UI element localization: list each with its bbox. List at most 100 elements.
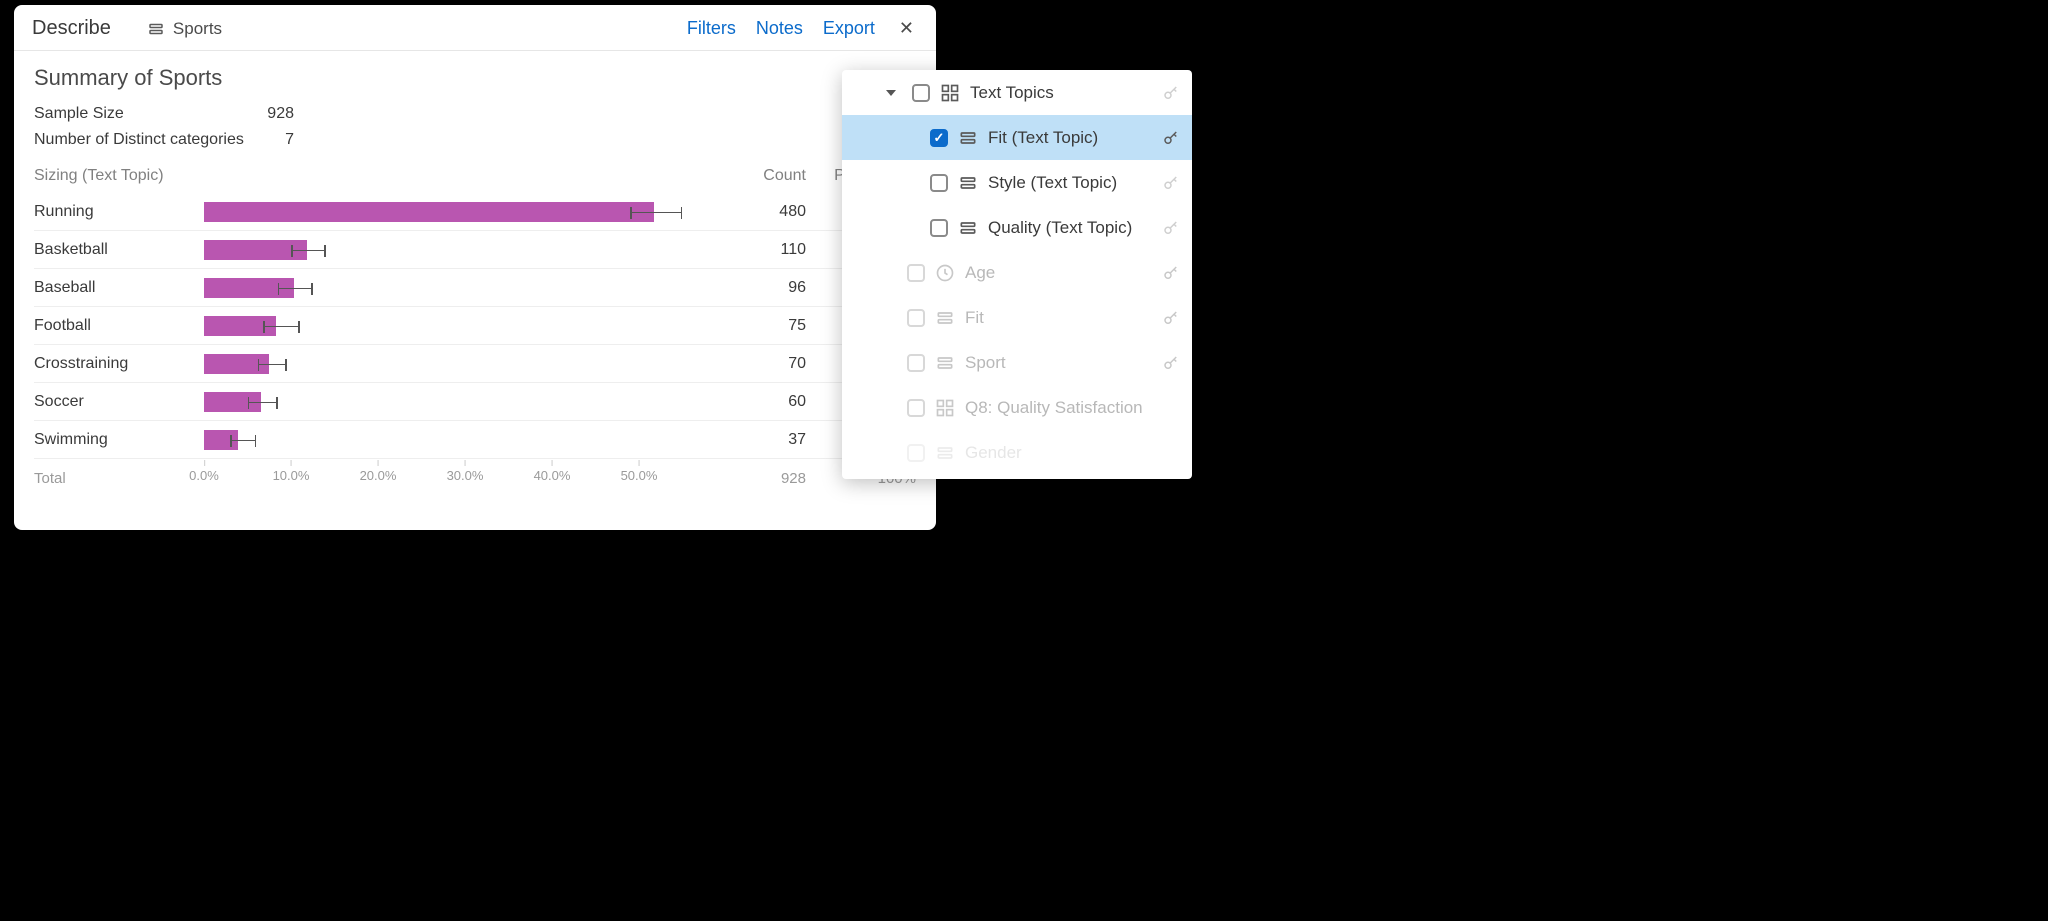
error-bar [263,326,300,328]
topic-label: Age [965,263,995,283]
column-header-label: Sizing (Text Topic) [34,167,204,185]
stat-label: Sample Size [34,105,244,123]
close-icon[interactable]: ✕ [895,18,918,39]
topic-label: Fit [965,308,984,328]
topic-item[interactable]: Sport [842,340,1192,385]
bar-cell [204,202,726,222]
bar-cell [204,392,726,412]
bar [204,202,654,222]
error-bar [278,288,313,290]
key-icon [1162,219,1180,237]
checkbox[interactable] [912,84,930,102]
checkbox[interactable] [907,444,925,462]
checkbox[interactable] [930,129,948,147]
checkbox[interactable] [907,354,925,372]
topics-panel: Text Topics Fit (Text Topic) Style (Text… [842,70,1192,479]
topic-label: Fit (Text Topic) [988,128,1098,148]
describe-panel: Describe Sports Filters Notes Export ✕ S… [14,5,936,530]
chart-row[interactable]: Swimming 37 3.9% [34,421,916,459]
row-count: 480 [726,203,806,221]
checkbox[interactable] [907,309,925,327]
checkbox[interactable] [930,174,948,192]
breadcrumb[interactable]: Sports [147,19,222,39]
chart-row[interactable]: Football 75 8.3% [34,307,916,345]
row-count: 37 [726,431,806,449]
row-label: Basketball [34,241,204,259]
topic-item[interactable]: Text Topics [842,70,1192,115]
row-label: Running [34,203,204,221]
caret-icon [886,90,896,96]
topic-item[interactable]: Q8: Quality Satisfaction [842,385,1192,430]
key-icon [1162,354,1180,372]
stat-value: 7 [244,131,294,149]
key-icon [1162,264,1180,282]
topic-label: Sport [965,353,1006,373]
key-icon [1162,84,1180,102]
stack-icon [935,308,955,328]
row-count: 70 [726,355,806,373]
checkbox[interactable] [907,399,925,417]
row-count: 96 [726,279,806,297]
chart-header: Sizing (Text Topic) Count Percentage [34,167,916,193]
axis-tick: 20.0% [360,468,397,483]
bar-cell [204,316,726,336]
stack-icon [958,173,978,193]
key-icon [1162,174,1180,192]
breadcrumb-label: Sports [173,19,222,39]
chart-row[interactable]: Running 480 51.7% [34,193,916,231]
axis-tick: 40.0% [534,468,571,483]
topic-item[interactable]: Quality (Text Topic) [842,205,1192,250]
topic-label: Style (Text Topic) [988,173,1117,193]
topic-item[interactable]: Gender [842,430,1192,475]
row-label: Swimming [34,431,204,449]
toolbar: Describe Sports Filters Notes Export ✕ [14,5,936,51]
stat-sample-size: Sample Size 928 [34,105,916,123]
bar-cell [204,240,726,260]
stack-icon [958,218,978,238]
chart-total-row: Total 0.0%10.0%20.0%30.0%40.0%50.0% 928 … [34,459,916,497]
topic-item[interactable]: Fit [842,295,1192,340]
chart-row[interactable]: Baseball 96 10.3% [34,269,916,307]
bar-cell [204,430,726,450]
stack-icon [935,443,955,463]
chart-row[interactable]: Basketball 110 11.8% [34,231,916,269]
topic-item[interactable]: Fit (Text Topic) [842,115,1192,160]
checkbox[interactable] [930,219,948,237]
row-label: Football [34,317,204,335]
stat-label: Number of Distinct categories [34,131,244,149]
topic-label: Q8: Quality Satisfaction [965,398,1143,418]
stack-icon [147,20,165,38]
total-count: 928 [726,470,806,487]
axis-tick: 0.0% [189,468,219,483]
row-count: 60 [726,393,806,411]
clock-icon [935,263,955,283]
filters-link[interactable]: Filters [687,18,736,39]
topic-label: Gender [965,443,1022,463]
error-bar [230,440,256,442]
stat-distinct-categories: Number of Distinct categories 7 [34,131,916,149]
row-count: 75 [726,317,806,335]
notes-link[interactable]: Notes [756,18,803,39]
topic-item[interactable]: Age [842,250,1192,295]
topic-item[interactable]: Style (Text Topic) [842,160,1192,205]
bar-chart: Sizing (Text Topic) Count Percentage Run… [14,167,936,497]
column-header-count: Count [726,167,806,185]
row-label: Soccer [34,393,204,411]
chart-row[interactable]: Soccer 60 6.5% [34,383,916,421]
grid-icon [940,83,960,103]
checkbox[interactable] [907,264,925,282]
axis-tick: 50.0% [621,468,658,483]
export-link[interactable]: Export [823,18,875,39]
error-bar [630,212,682,214]
row-count: 110 [726,241,806,259]
summary-heading: Summary of Sports [34,65,916,91]
error-bar [291,250,326,252]
key-icon [1162,309,1180,327]
error-bar [248,402,278,404]
error-bar [258,364,287,366]
toolbar-actions: Filters Notes Export ✕ [687,18,918,39]
axis-tick: 30.0% [447,468,484,483]
chart-row[interactable]: Crosstraining 70 7.5% [34,345,916,383]
bar-cell [204,278,726,298]
axis-tick: 10.0% [273,468,310,483]
